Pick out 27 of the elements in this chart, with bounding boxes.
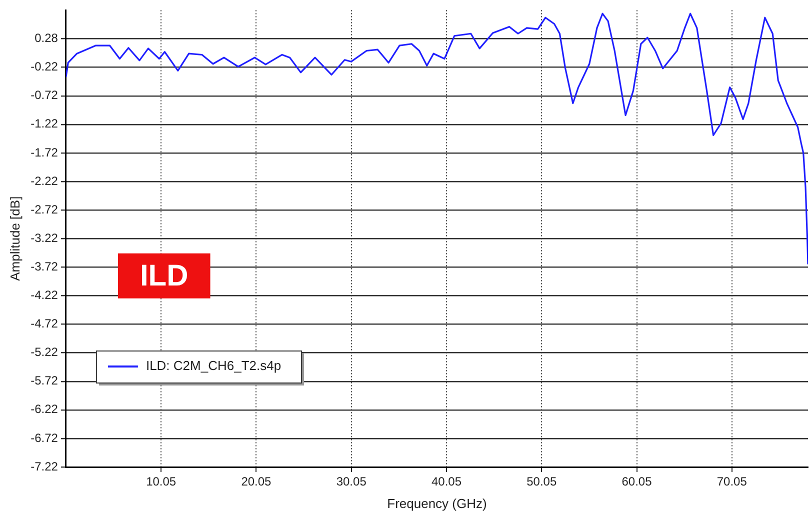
- y-tick-label: -2.22: [30, 174, 58, 188]
- annotation: ILD: [140, 260, 188, 293]
- x-tick-label: 60.05: [622, 474, 652, 489]
- y-tick-label: -0.22: [30, 60, 58, 74]
- x-axis-title: Frequency (GHz): [387, 496, 487, 511]
- y-tick-label: -7.22: [30, 459, 58, 474]
- y-tick-label: -5.72: [30, 374, 58, 388]
- y-axis-title: Amplitude [dB]: [7, 196, 22, 281]
- y-tick-label: -6.22: [30, 402, 58, 416]
- y-tick-label: -1.22: [30, 116, 58, 131]
- x-tick-label: 30.05: [336, 474, 367, 489]
- y-tick-label: 0.28: [34, 31, 58, 46]
- x-tick-label: 70.05: [716, 474, 748, 489]
- x-tick-label: 10.05: [146, 474, 176, 489]
- x-tick-label: 20.05: [241, 474, 272, 489]
- y-tick-label: -3.72: [30, 259, 58, 274]
- y-tick-label: -3.22: [30, 230, 58, 245]
- y-tick-label: -4.72: [30, 316, 58, 331]
- legend-label: ILD: C2M_CH6_T2.s4p: [146, 358, 282, 374]
- y-tick-label: -6.72: [30, 430, 58, 445]
- y-tick-label: -4.22: [30, 288, 58, 302]
- y-tick-label: -5.22: [30, 345, 58, 360]
- x-tick-label: 40.05: [431, 474, 462, 489]
- y-tick-label: -0.72: [30, 88, 58, 102]
- x-tick-label: 50.05: [526, 474, 557, 489]
- y-tick-label: -2.72: [30, 202, 58, 216]
- y-tick-label: -1.72: [30, 145, 58, 160]
